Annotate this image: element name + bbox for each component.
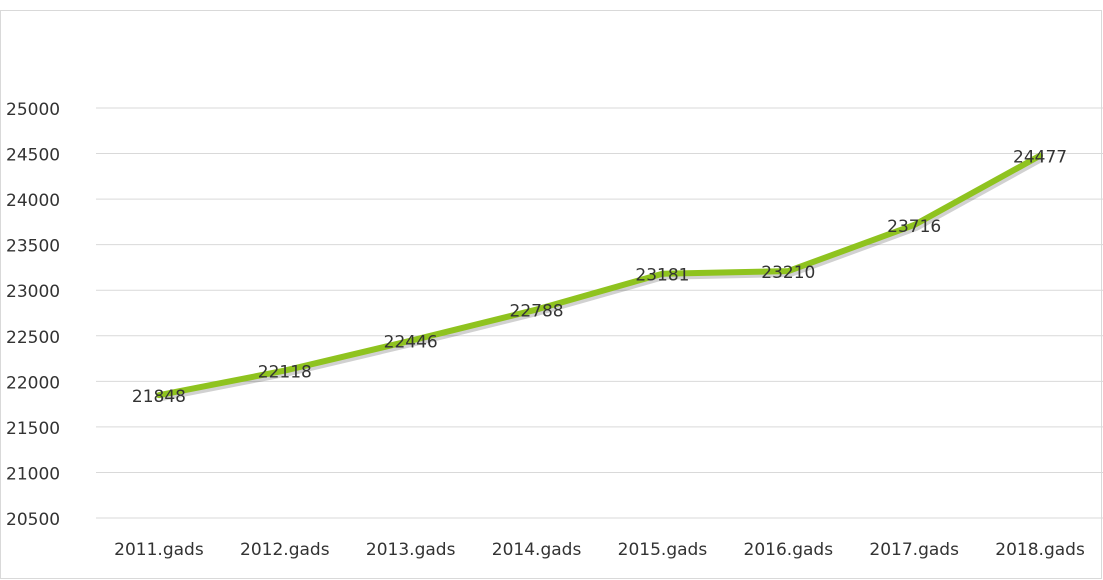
x-tick-label: 2017.gads	[869, 540, 959, 560]
data-label: 24477	[1013, 148, 1067, 168]
y-tick-label: 21500	[6, 419, 60, 439]
x-tick-label: 2011.gads	[114, 540, 204, 560]
x-tick-label: 2014.gads	[492, 540, 582, 560]
data-label: 22446	[384, 333, 438, 353]
y-tick-label: 25000	[6, 100, 60, 120]
line-shadow	[160, 156, 1044, 402]
y-tick-label: 21000	[6, 464, 60, 484]
x-tick-label: 2018.gads	[995, 540, 1085, 560]
y-tick-label: 23000	[6, 282, 60, 302]
x-tick-label: 2012.gads	[240, 540, 330, 560]
y-tick-label: 22000	[6, 373, 60, 393]
x-tick-label: 2013.gads	[366, 540, 456, 560]
data-label: 23210	[761, 263, 815, 283]
y-tick-label: 24500	[6, 146, 60, 166]
y-tick-label: 23500	[6, 237, 60, 257]
data-label: 23716	[887, 217, 941, 237]
data-label: 22118	[258, 363, 312, 383]
y-tick-label: 22500	[6, 328, 60, 348]
data-label: 21848	[132, 387, 186, 407]
data-label: 23181	[635, 266, 689, 286]
y-tick-label: 20500	[6, 510, 60, 530]
line	[155, 152, 1044, 399]
data-label: 22788	[510, 302, 564, 322]
x-tick-label: 2015.gads	[618, 540, 708, 560]
x-tick-label: 2016.gads	[744, 540, 834, 560]
chart-frame	[0, 10, 1102, 579]
y-tick-label: 24000	[6, 191, 60, 211]
